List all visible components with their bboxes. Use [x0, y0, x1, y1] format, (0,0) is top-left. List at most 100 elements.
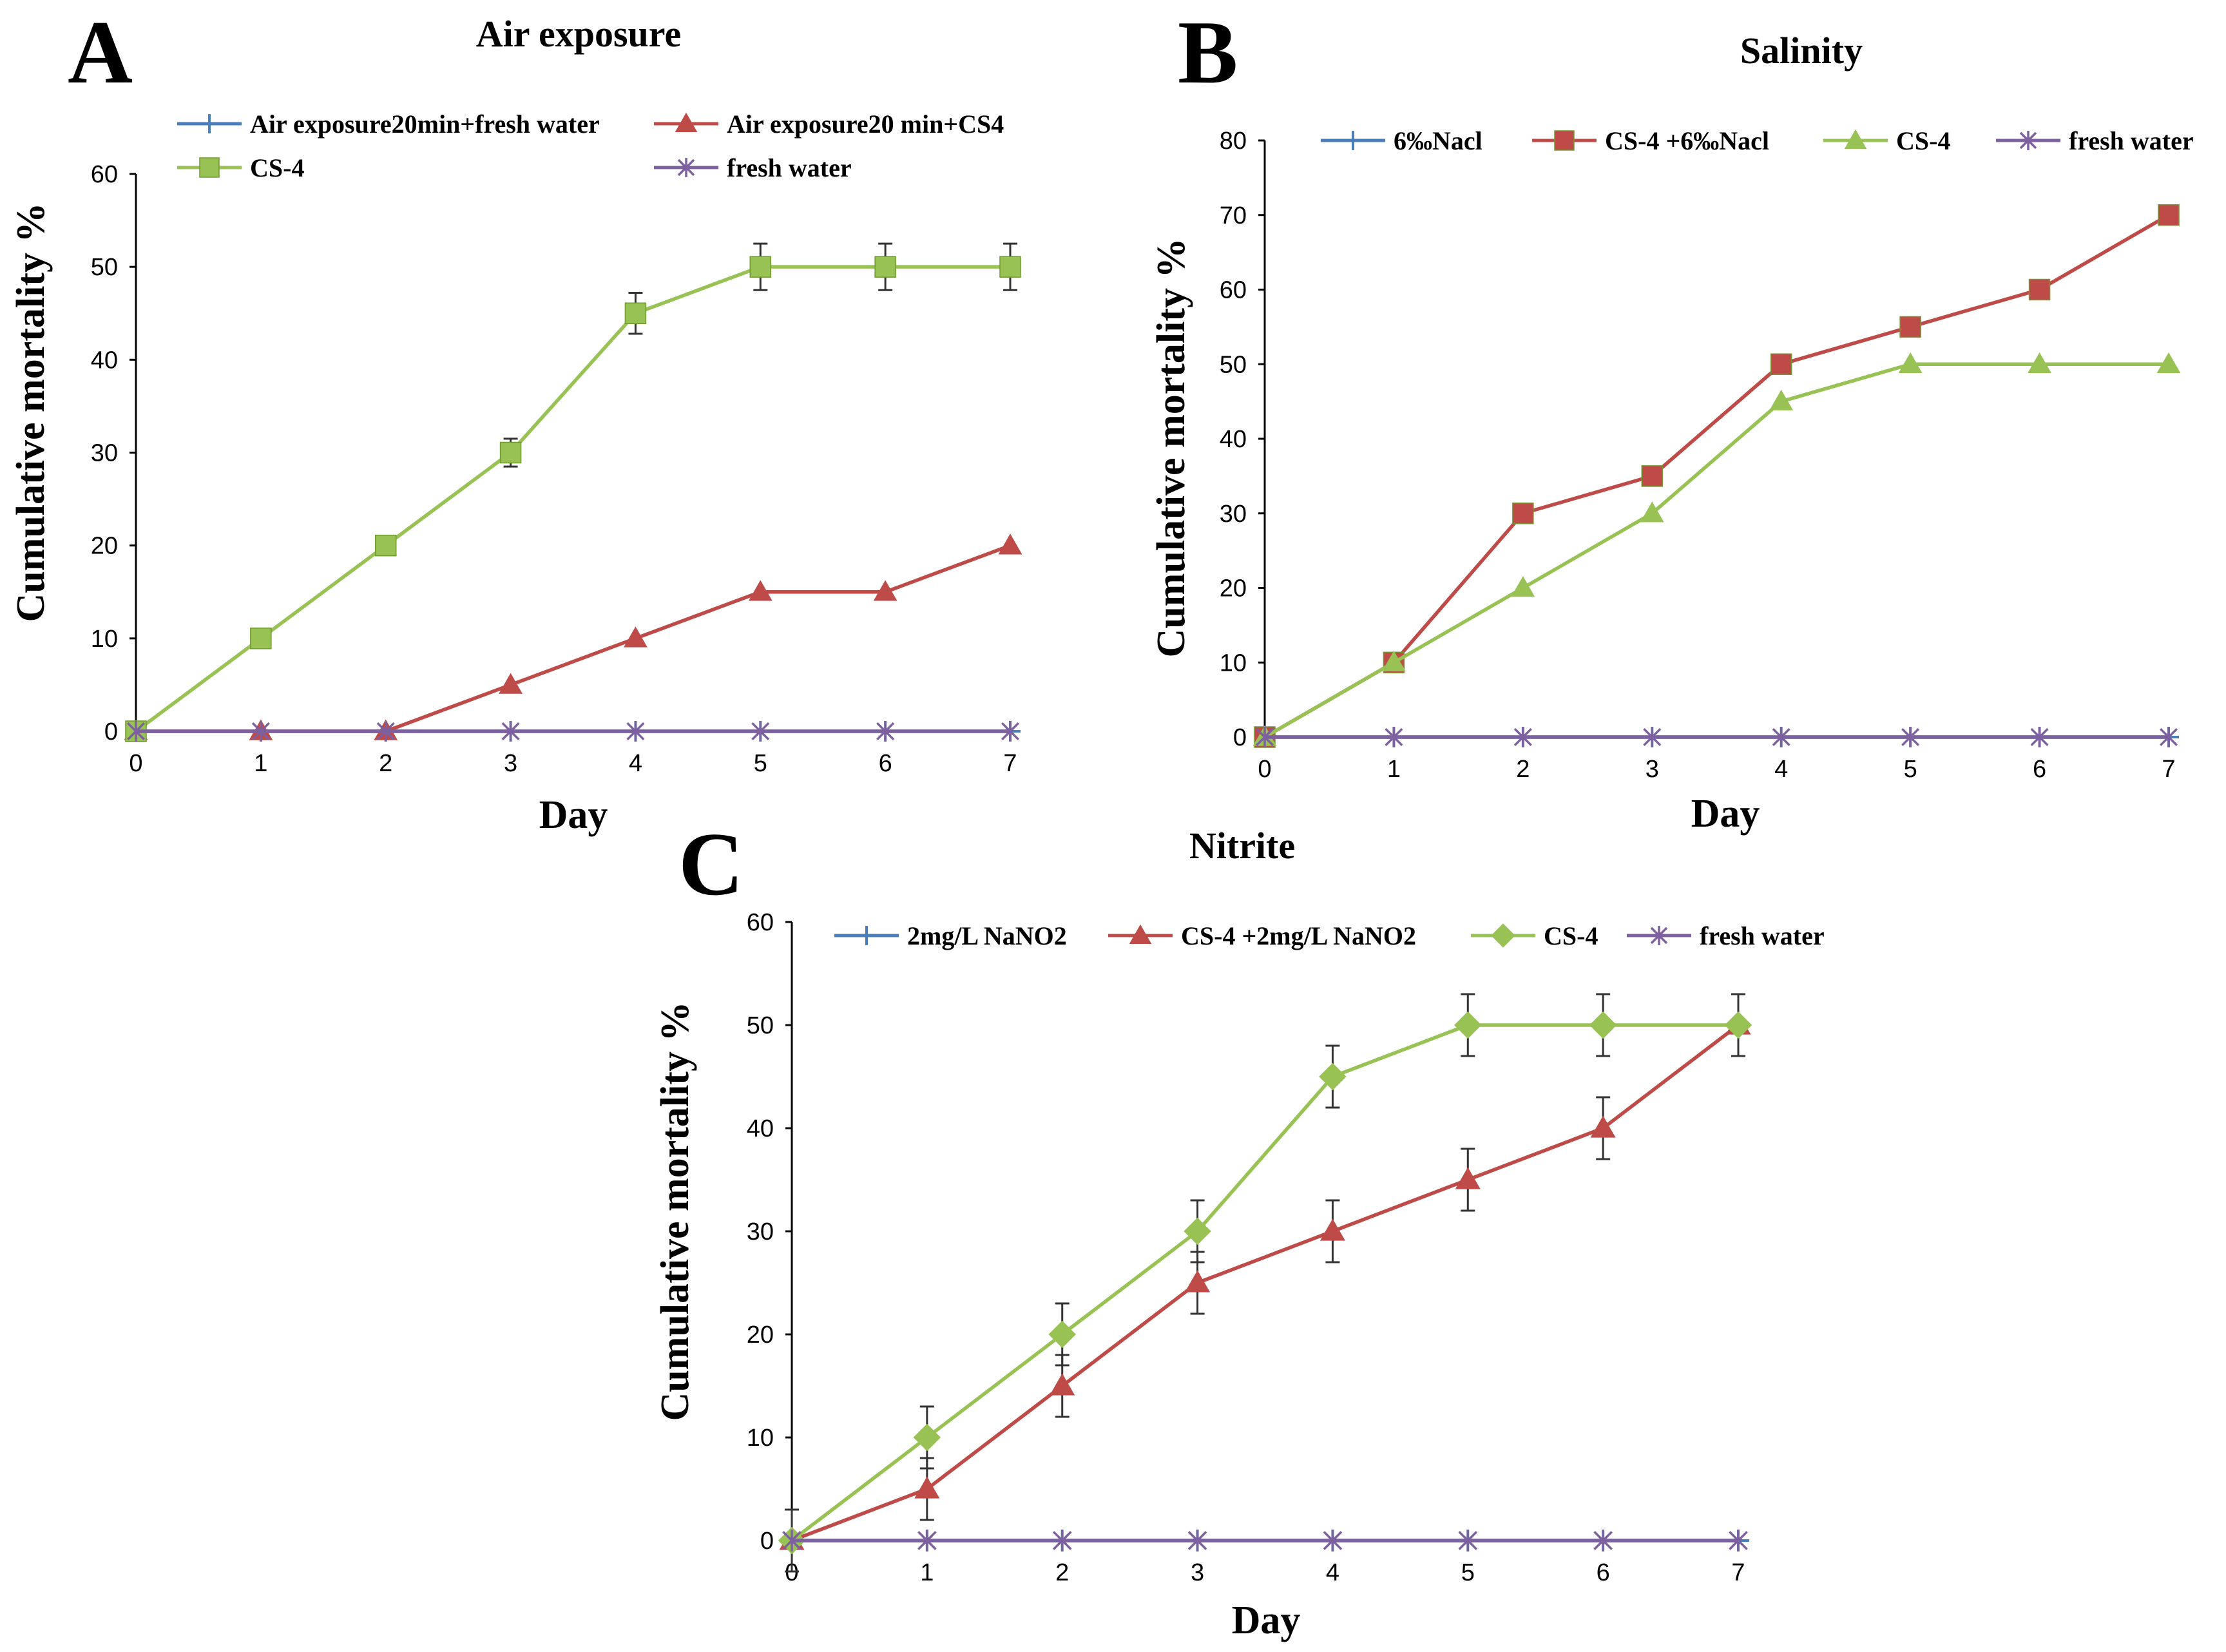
series-line — [135, 265, 1010, 733]
data-point — [1513, 727, 1532, 747]
data-point — [876, 721, 895, 742]
x-tick-label: 5 — [754, 750, 767, 777]
data-point — [999, 256, 1021, 278]
legend-entry-fresh-water: fresh water — [1996, 126, 2194, 155]
data-point — [1641, 465, 1664, 487]
x-tick-label: 7 — [1003, 750, 1017, 777]
legend-a: Air exposure20min+fresh water Air exposu… — [177, 110, 1004, 182]
y-tick-label: 80 — [1220, 128, 1247, 155]
y-axis-label-a: Cumulative mortality % — [9, 203, 53, 622]
legend-entry-cs4: CS-4 — [1471, 921, 1598, 950]
legend-label: CS-4 — [250, 153, 304, 182]
data-point — [251, 721, 270, 742]
legend-label: 6‰Nacl — [1394, 126, 1482, 155]
data-point — [1323, 1530, 1343, 1551]
series-line — [791, 1023, 1740, 1542]
legend-c: 2mg/L NaNO2 CS-4 +2mg/L NaNO2 CS-4 fresh… — [834, 921, 1825, 950]
x-tick-label: 6 — [1597, 1559, 1610, 1586]
series-fresh-water — [1255, 727, 2178, 747]
legend-entry-cs4: CS-4 — [177, 153, 304, 182]
x-axis-label-b: Day — [1691, 792, 1760, 836]
data-point — [1724, 1011, 1752, 1039]
series-line — [791, 1023, 1738, 1542]
data-point — [2158, 204, 2180, 226]
legend-label: fresh water — [727, 153, 852, 182]
plot-area-c: 0 10 20 30 40 50 60 0 1 2 3 4 5 6 7 — [747, 909, 1752, 1586]
y-tick-label: 20 — [91, 533, 118, 560]
x-tick-label: 5 — [1461, 1559, 1475, 1586]
data-point — [1898, 352, 1923, 374]
data-point — [1589, 1011, 1617, 1039]
legend-entry-6-nacl: 6‰Nacl — [1321, 126, 1482, 155]
x-tick-label: 2 — [1055, 1559, 1069, 1586]
data-point — [1187, 1530, 1207, 1551]
data-point — [2028, 278, 2051, 301]
x-axis-label-c: Day — [1232, 1599, 1301, 1642]
legend-entry-air-exposure-cs4: Air exposure20 min+CS4 — [654, 110, 1004, 139]
legend-label: 2mg/L NaNO2 — [907, 921, 1067, 950]
x-axis-label-a: Day — [539, 793, 608, 837]
y-axis-label-c: Cumulative mortality % — [653, 1002, 697, 1421]
legend-marker-shape — [199, 157, 220, 178]
x-tick-label: 4 — [1774, 756, 1788, 783]
series-line — [1263, 362, 2169, 739]
legend-label: CS-4 — [1544, 921, 1598, 950]
legend-marker-shape — [857, 926, 876, 945]
data-point — [1048, 1320, 1076, 1349]
y-tick-label: 30 — [747, 1218, 774, 1245]
legend-marker-shape — [675, 112, 698, 132]
y-tick-label: 20 — [1220, 575, 1247, 602]
data-point — [624, 302, 647, 324]
data-point — [748, 580, 772, 601]
y-tick-label: 0 — [1233, 724, 1247, 751]
data-point — [1640, 501, 1664, 523]
legend-entry-air-exposure-fresh-water: Air exposure20min+fresh water — [177, 110, 600, 139]
plot-area-a: 0 10 20 30 40 50 60 0 1 2 3 4 5 6 7 — [91, 161, 1022, 777]
legend-marker-shape — [1554, 130, 1575, 151]
legend-marker-shape — [2019, 131, 2037, 150]
y-tick-label: 10 — [91, 626, 118, 653]
data-point — [1319, 1062, 1347, 1091]
legend-marker — [199, 157, 220, 178]
data-point — [2159, 727, 2178, 747]
x-tick-label: 4 — [1326, 1559, 1339, 1586]
series-cs-4 — [125, 242, 1021, 742]
legend-entry-fresh-water: fresh water — [654, 153, 852, 182]
x-tick-label: 7 — [2162, 756, 2175, 783]
data-point — [1184, 1217, 1211, 1245]
data-point — [917, 1530, 937, 1551]
data-point — [374, 534, 397, 557]
data-point — [751, 721, 770, 742]
data-point — [998, 533, 1022, 555]
series-cs-4-2mg-l-nano2 — [779, 993, 1751, 1550]
x-tick-label: 3 — [504, 750, 517, 777]
y-tick-label: 60 — [91, 161, 118, 188]
legend-marker — [200, 114, 219, 133]
data-point — [2028, 352, 2051, 374]
legend-label: CS-4 +2mg/L NaNO2 — [1181, 921, 1416, 950]
y-tick-label: 50 — [91, 254, 118, 281]
data-point — [1770, 353, 1792, 375]
legend-marker-shape — [200, 114, 219, 133]
data-point — [1593, 1530, 1613, 1551]
data-point — [1382, 650, 1406, 672]
y-tick-label: 50 — [1220, 351, 1247, 378]
legend-label: CS-4 — [1896, 126, 1950, 155]
data-point — [1511, 576, 1535, 597]
y-tick-label: 60 — [1220, 277, 1247, 304]
data-point — [1729, 1530, 1748, 1551]
x-tick-label: 7 — [1731, 1559, 1745, 1586]
legend-marker-shape — [1491, 923, 1515, 948]
data-point — [874, 256, 896, 278]
data-point — [873, 580, 897, 601]
series-cs-4 — [778, 993, 1752, 1555]
legend-marker — [675, 112, 698, 132]
chart-title-a: Air exposure — [476, 13, 681, 55]
data-point — [1899, 316, 1921, 338]
legend-marker — [677, 158, 695, 177]
x-tick-label: 4 — [629, 750, 642, 777]
data-point — [2156, 352, 2181, 374]
data-point — [250, 628, 272, 649]
x-tick-label: 3 — [1191, 1559, 1204, 1586]
y-tick-label: 10 — [747, 1425, 774, 1452]
